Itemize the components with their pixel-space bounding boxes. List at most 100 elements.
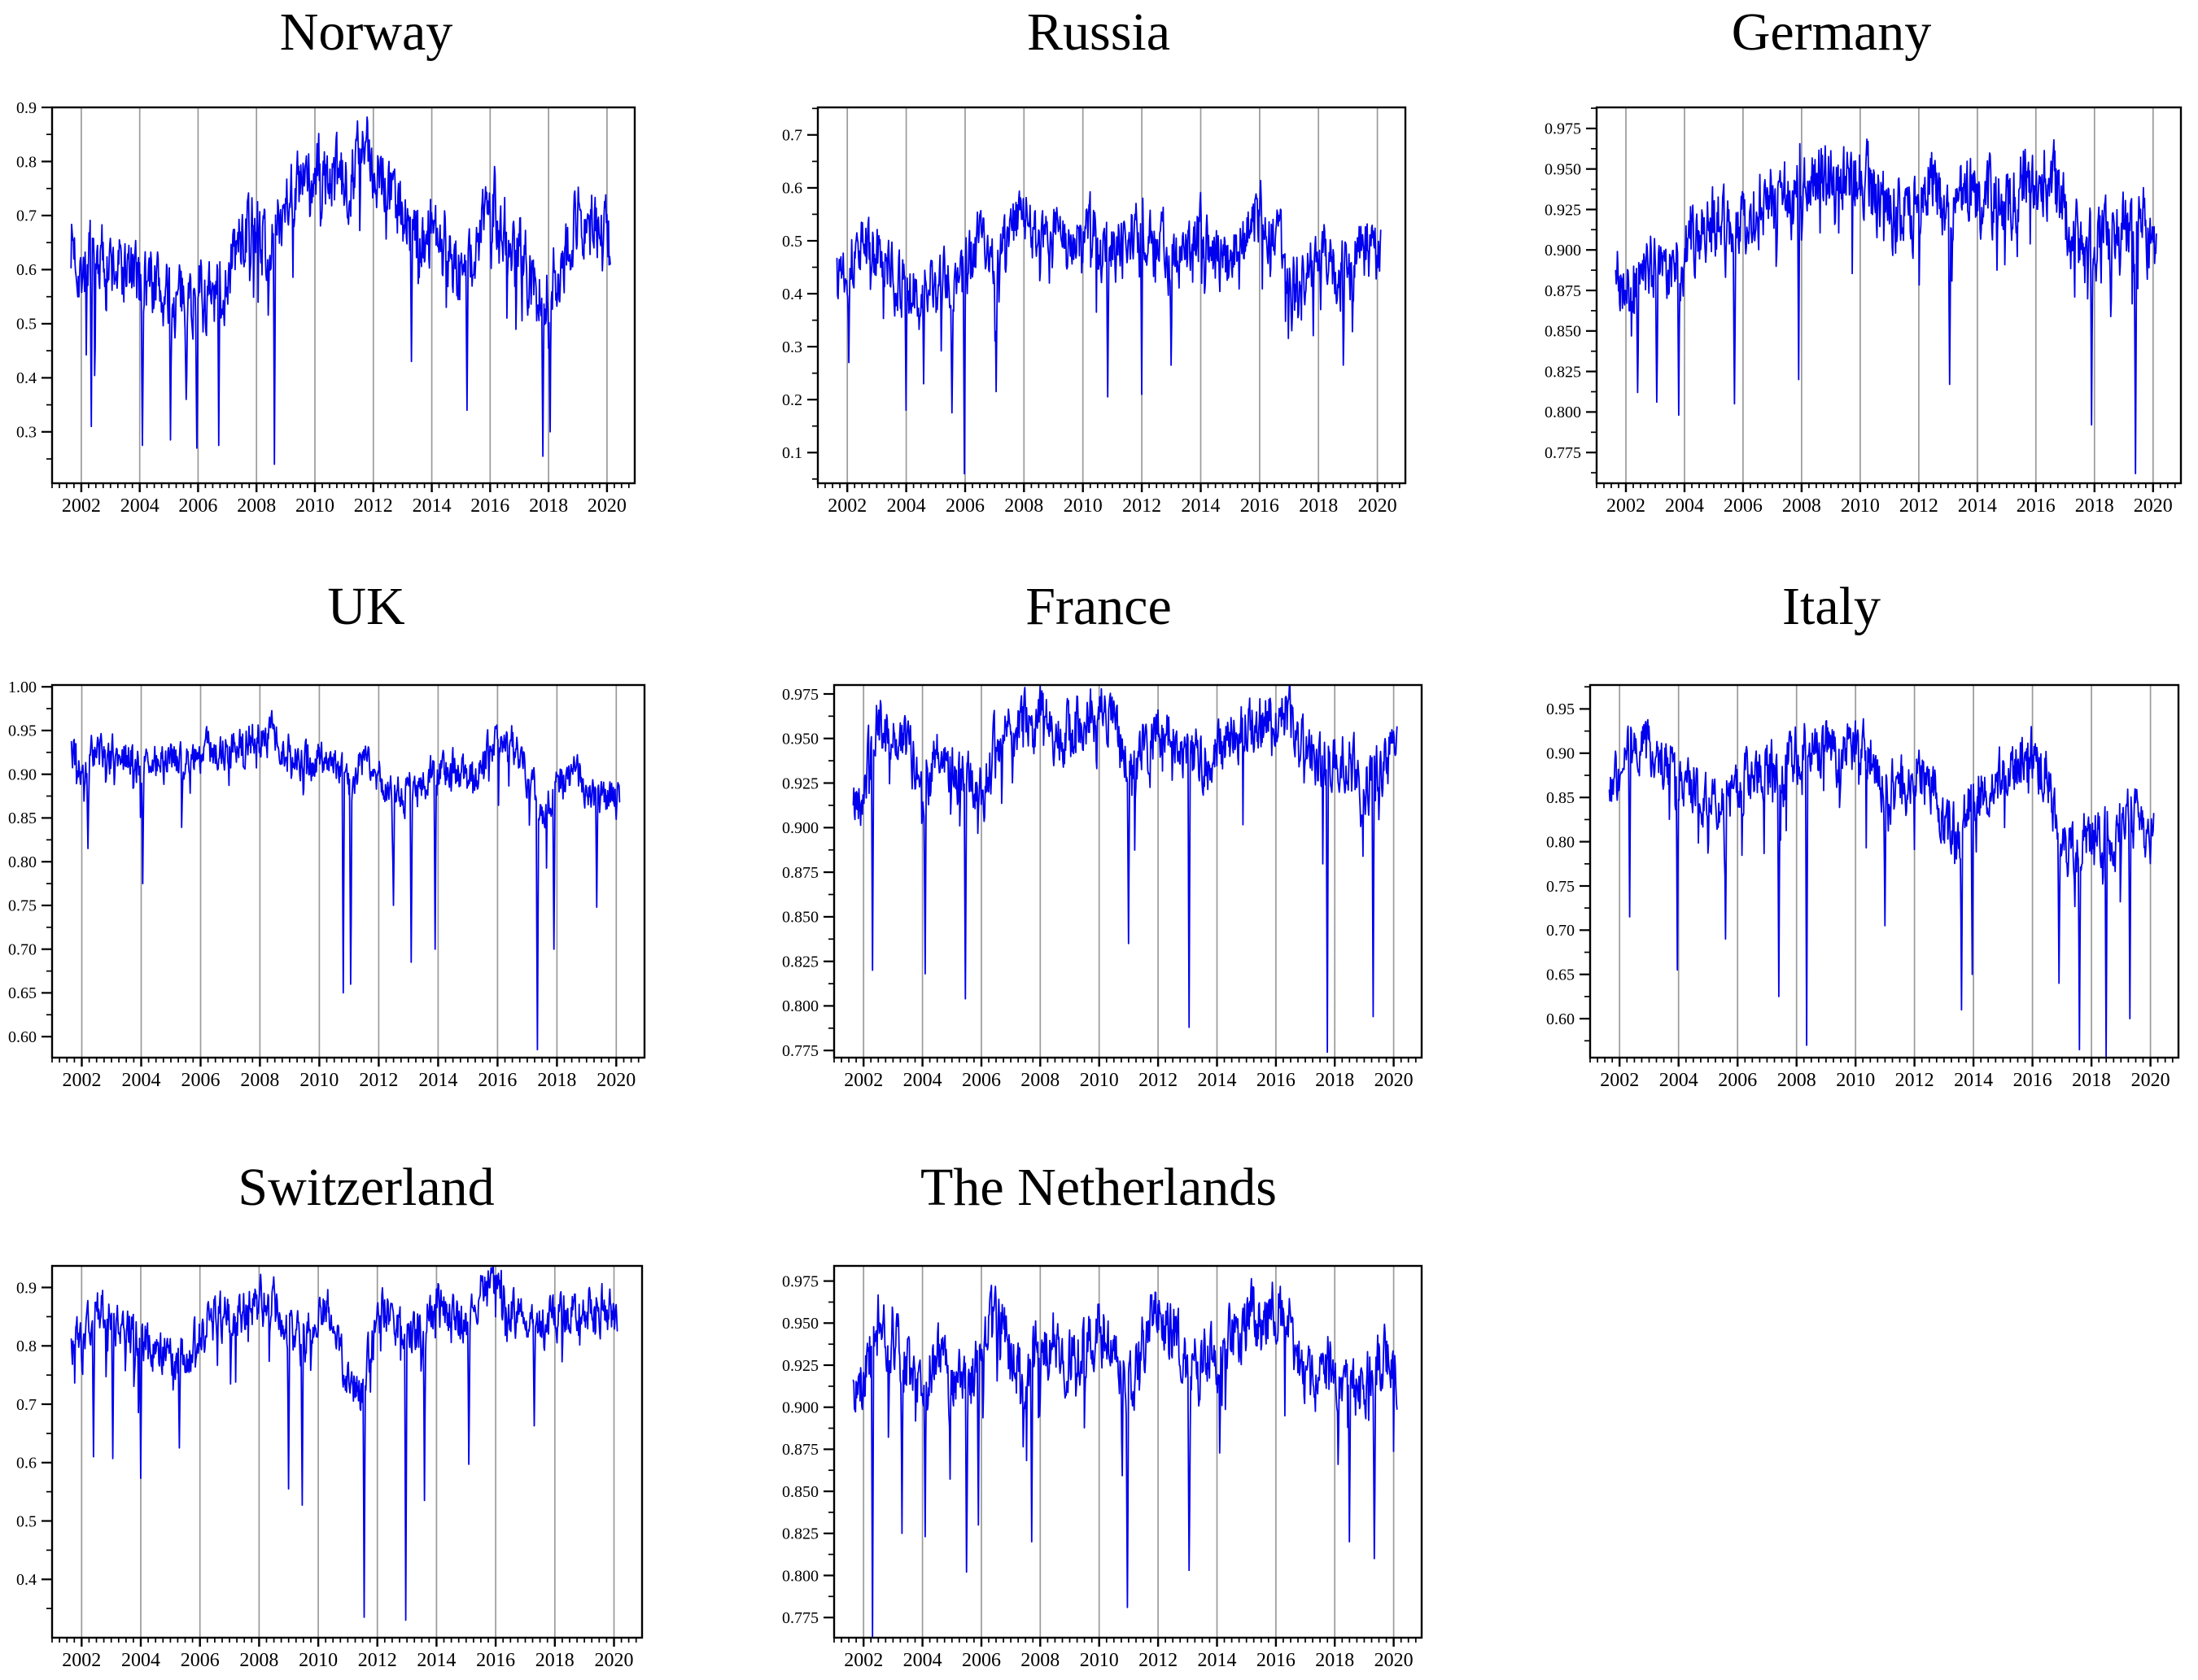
svg-text:2020: 2020 xyxy=(1374,1070,1414,1091)
svg-text:0.825: 0.825 xyxy=(782,953,819,971)
svg-text:0.3: 0.3 xyxy=(782,338,802,356)
chart-cell-germany: 2002 2004 2006 2008 2010 2012 2014 2016 2018 2020… xyxy=(1465,0,2198,561)
svg-text:2012: 2012 xyxy=(1138,1070,1178,1091)
svg-text:0.5: 0.5 xyxy=(16,316,37,334)
svg-text:2014: 2014 xyxy=(1198,1070,1237,1091)
svg-text:0.80: 0.80 xyxy=(1546,833,1575,851)
svg-text:0.900: 0.900 xyxy=(782,1399,819,1417)
svg-text:2020: 2020 xyxy=(2131,1070,2170,1091)
svg-text:0.850: 0.850 xyxy=(782,909,819,927)
svg-text:2012: 2012 xyxy=(1899,495,1938,517)
svg-text:2008: 2008 xyxy=(1020,1650,1060,1671)
svg-text:2020: 2020 xyxy=(1358,495,1397,517)
svg-text:0.4: 0.4 xyxy=(16,369,37,387)
svg-text:2002: 2002 xyxy=(1606,495,1645,517)
svg-text:2014: 2014 xyxy=(1954,1070,1993,1091)
chart-title-netherlands: The Netherlands xyxy=(920,1158,1277,1217)
svg-text:2016: 2016 xyxy=(1256,1650,1296,1671)
svg-text:2004: 2004 xyxy=(903,1650,942,1671)
svg-text:2008: 2008 xyxy=(1004,495,1043,517)
svg-text:0.70: 0.70 xyxy=(8,940,37,958)
svg-text:0.2: 0.2 xyxy=(782,391,802,409)
svg-text:2004: 2004 xyxy=(121,1650,160,1671)
svg-text:2018: 2018 xyxy=(2072,1070,2111,1091)
svg-text:0.925: 0.925 xyxy=(1545,201,1581,219)
svg-text:2008: 2008 xyxy=(1777,1070,1816,1091)
norway-time-series-plot: 2002 2004 2006 2008 2010 2012 2014 2016 2018 2020… xyxy=(16,99,636,517)
chart-cell-italy: 2002 2004 2006 2008 2010 2012 2014 2016 2018 2020… xyxy=(1465,561,2198,1123)
switzerland-time-series-plot: 2002 2004 2006 2008 2010 2012 2014 2016 2018 2020… xyxy=(16,1264,644,1671)
chart-cell-norway: 2002 2004 2006 2008 2010 2012 2014 2016 2018 2020… xyxy=(0,0,732,561)
svg-text:0.3: 0.3 xyxy=(16,424,37,442)
svg-text:2004: 2004 xyxy=(903,1070,942,1091)
svg-text:2016: 2016 xyxy=(478,1070,517,1091)
svg-text:0.75: 0.75 xyxy=(8,897,37,915)
svg-text:2006: 2006 xyxy=(946,495,985,517)
svg-text:2010: 2010 xyxy=(1841,495,1880,517)
svg-text:0.60: 0.60 xyxy=(8,1028,37,1046)
chart-title-switzerland: Switzerland xyxy=(238,1158,495,1217)
svg-text:2008: 2008 xyxy=(1782,495,1821,517)
svg-text:0.6: 0.6 xyxy=(16,1455,37,1473)
svg-text:2006: 2006 xyxy=(178,495,217,517)
svg-text:0.5: 0.5 xyxy=(16,1512,37,1530)
svg-text:0.65: 0.65 xyxy=(8,984,37,1002)
italy-time-series-plot: 2002 2004 2006 2008 2010 2012 2014 2016 2018 2020… xyxy=(1546,683,2180,1091)
empty-cell xyxy=(1465,1123,2198,1680)
svg-text:2006: 2006 xyxy=(962,1070,1001,1091)
svg-text:0.60: 0.60 xyxy=(1546,1010,1575,1028)
svg-text:2020: 2020 xyxy=(588,495,627,517)
svg-text:0.90: 0.90 xyxy=(1546,745,1575,763)
svg-text:2016: 2016 xyxy=(1240,495,1279,517)
svg-text:2018: 2018 xyxy=(2075,495,2114,517)
svg-text:2012: 2012 xyxy=(354,495,393,517)
svg-text:0.95: 0.95 xyxy=(1546,700,1575,718)
svg-text:2020: 2020 xyxy=(1374,1650,1414,1671)
svg-text:0.90: 0.90 xyxy=(8,766,37,783)
svg-text:2006: 2006 xyxy=(1718,1070,1757,1091)
svg-text:0.75: 0.75 xyxy=(1546,878,1575,896)
svg-text:0.975: 0.975 xyxy=(782,686,819,704)
svg-text:0.9: 0.9 xyxy=(16,1279,37,1297)
svg-text:2020: 2020 xyxy=(595,1650,634,1671)
svg-text:0.975: 0.975 xyxy=(1545,120,1581,138)
svg-text:2002: 2002 xyxy=(844,1070,883,1091)
svg-text:2004: 2004 xyxy=(1659,1070,1698,1091)
svg-text:2014: 2014 xyxy=(417,1650,456,1671)
svg-text:0.6: 0.6 xyxy=(16,261,37,279)
svg-text:0.65: 0.65 xyxy=(1546,967,1575,984)
germany-time-series-plot: 2002 2004 2006 2008 2010 2012 2014 2016 2018 2020… xyxy=(1545,106,2183,517)
svg-text:2016: 2016 xyxy=(476,1650,515,1671)
svg-text:0.900: 0.900 xyxy=(782,819,819,837)
svg-text:2004: 2004 xyxy=(120,495,159,517)
svg-text:0.800: 0.800 xyxy=(1545,404,1581,421)
svg-text:0.1: 0.1 xyxy=(782,444,802,462)
svg-text:0.825: 0.825 xyxy=(782,1525,819,1543)
svg-text:2008: 2008 xyxy=(240,1070,279,1091)
chart-title-france: France xyxy=(1025,577,1172,636)
russia-time-series-plot: 2002 2004 2006 2008 2010 2012 2014 2016 2018 2020… xyxy=(782,106,1407,517)
svg-text:2004: 2004 xyxy=(887,495,926,517)
svg-text:2004: 2004 xyxy=(122,1070,161,1091)
svg-text:1.00: 1.00 xyxy=(8,679,37,696)
svg-text:2012: 2012 xyxy=(1895,1070,1934,1091)
svg-text:2014: 2014 xyxy=(418,1070,457,1091)
svg-text:2006: 2006 xyxy=(1724,495,1763,517)
chart-title-italy: Italy xyxy=(1782,577,1881,636)
chart-cell-netherlands: 2002 2004 2006 2008 2010 2012 2014 2016 2018 2020… xyxy=(732,1123,1465,1680)
chart-cell-switzerland: 2002 2004 2006 2008 2010 2012 2014 2016 2018 2020… xyxy=(0,1123,732,1680)
svg-text:0.800: 0.800 xyxy=(782,1567,819,1585)
svg-text:0.85: 0.85 xyxy=(1546,789,1575,807)
svg-text:2010: 2010 xyxy=(1836,1070,1875,1091)
svg-text:2018: 2018 xyxy=(535,1650,575,1671)
svg-text:2002: 2002 xyxy=(828,495,867,517)
svg-text:2002: 2002 xyxy=(62,1650,101,1671)
svg-text:2010: 2010 xyxy=(299,1650,338,1671)
svg-text:2012: 2012 xyxy=(1122,495,1161,517)
svg-text:0.6: 0.6 xyxy=(782,180,802,198)
chart-title-germany: Germany xyxy=(1731,2,1932,62)
svg-text:2018: 2018 xyxy=(1315,1070,1354,1091)
svg-text:2010: 2010 xyxy=(299,1070,339,1091)
svg-text:2020: 2020 xyxy=(596,1070,636,1091)
